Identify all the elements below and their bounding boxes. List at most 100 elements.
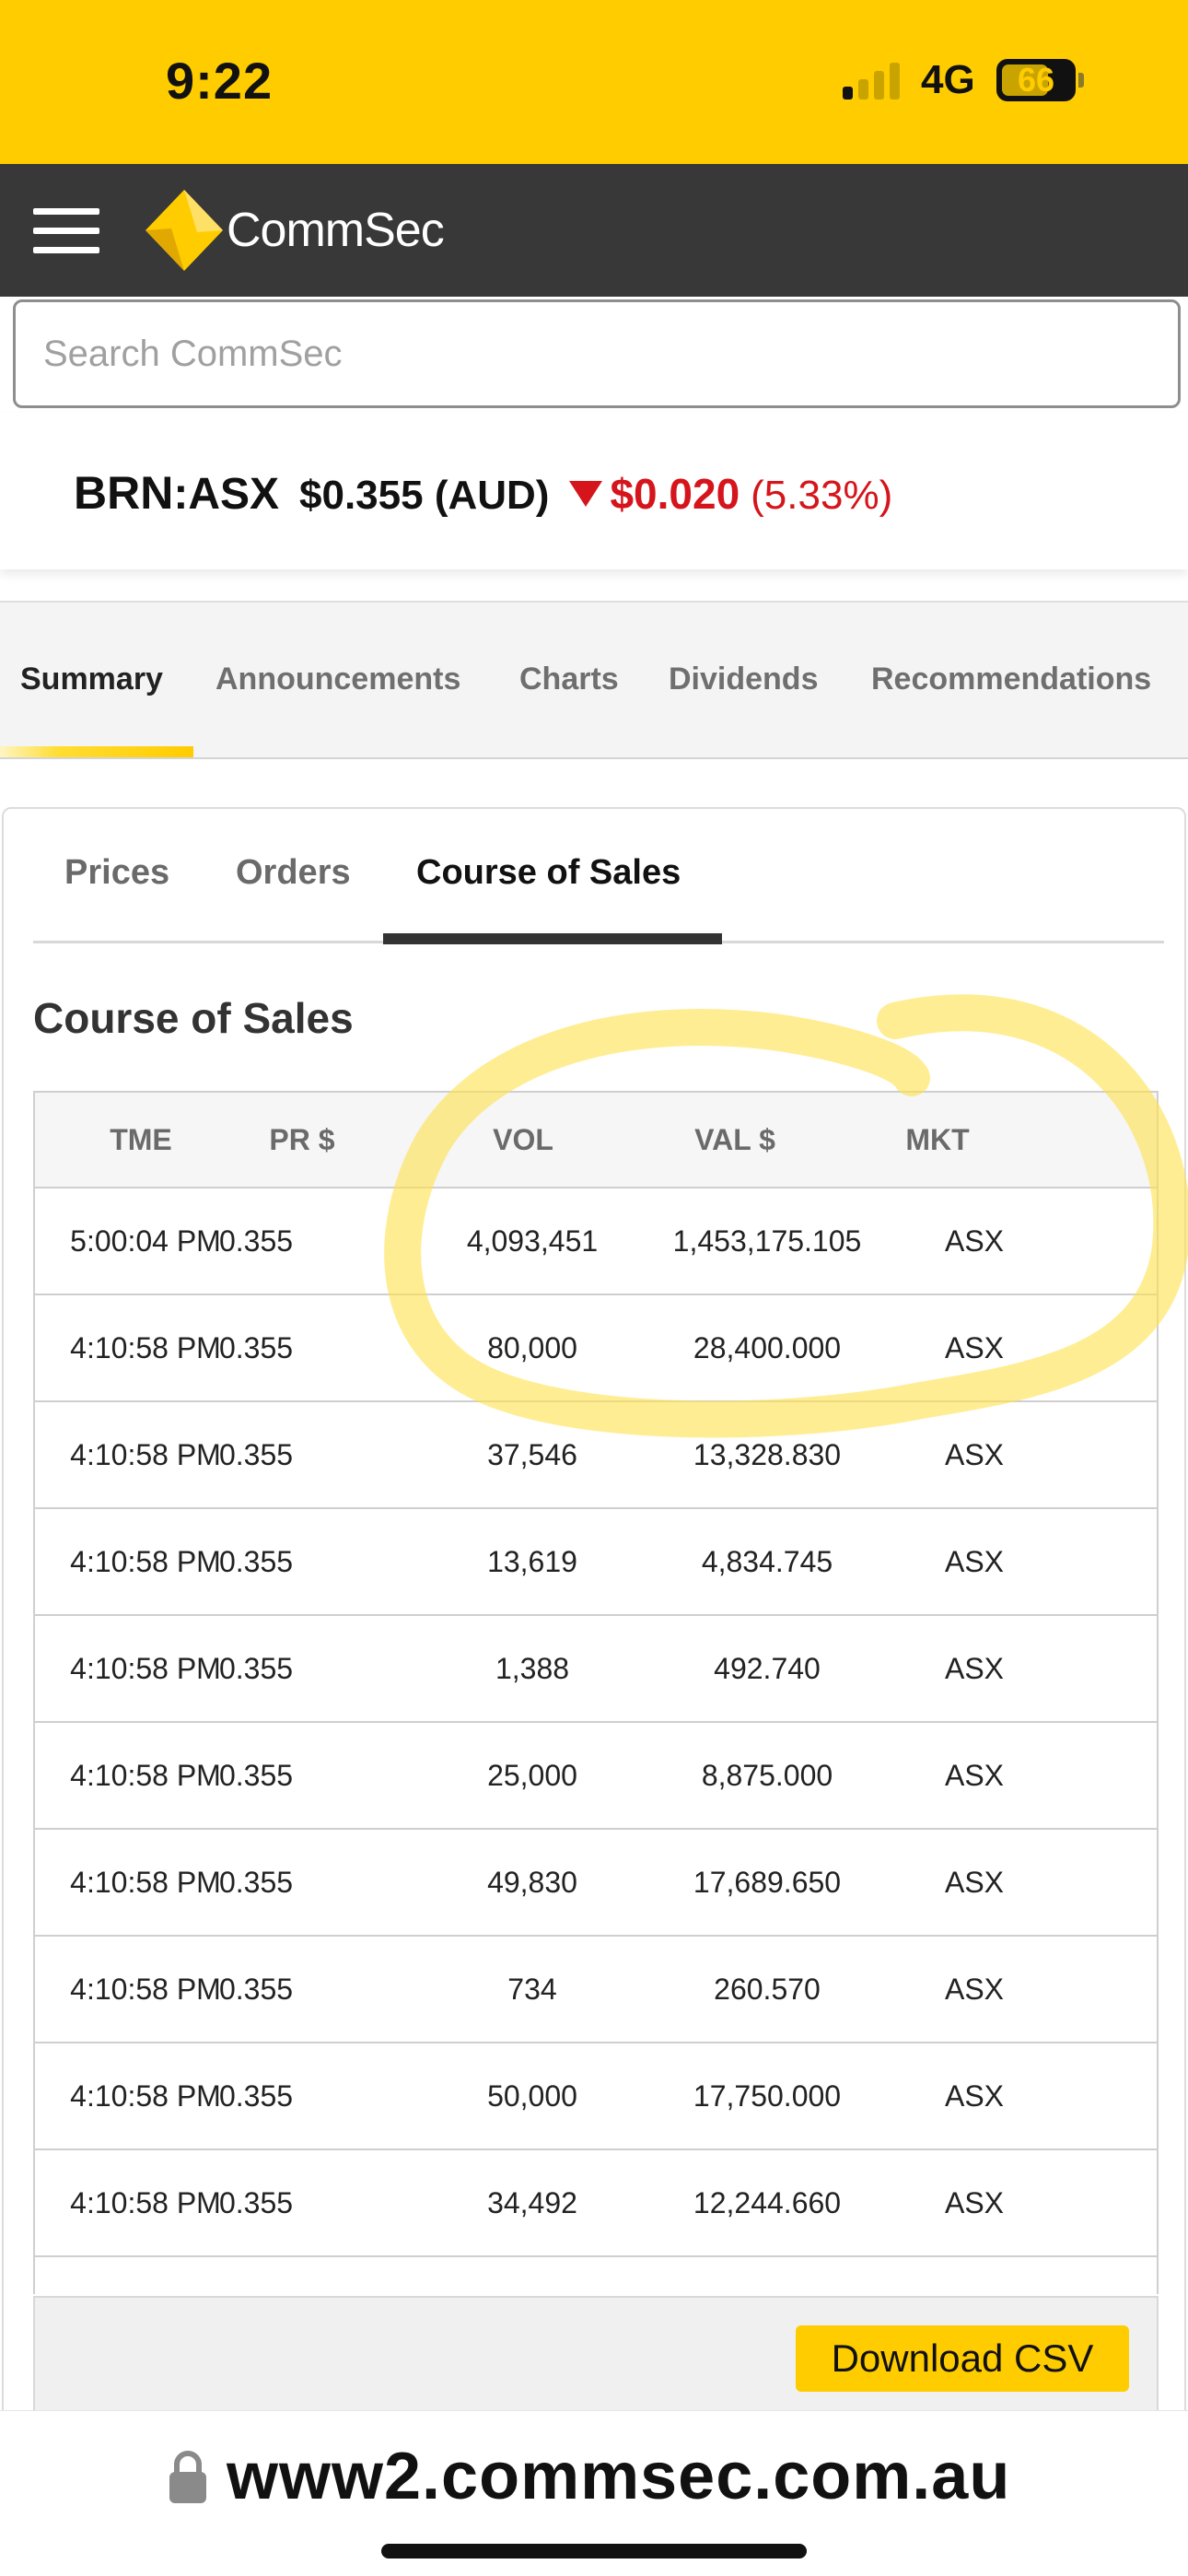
cell-price: 0.355 — [218, 1866, 294, 1899]
cell-market: ASX — [944, 1331, 1005, 1364]
column-header-market[interactable]: MKT — [905, 1123, 970, 1156]
cell-time: 5:00:04 PM — [70, 1224, 221, 1258]
menu-icon[interactable] — [33, 203, 99, 258]
table-row[interactable]: 4:10:58 PM 0.355 1,388 492.740 ASX — [35, 1616, 1157, 1723]
cell-volume: 13,619 — [487, 1545, 577, 1578]
table-row[interactable]: 4:10:58 PM 0.355 50,000 17,750.000 ASX — [35, 2043, 1157, 2150]
tab-prices[interactable]: Prices — [64, 853, 170, 892]
cell-price: 0.355 — [218, 1331, 294, 1364]
stock-price: $0.355 (AUD) — [299, 473, 550, 518]
cell-time: 4:10:58 PM — [70, 1331, 221, 1364]
cell-price: 0.355 — [218, 1438, 294, 1471]
table-row-partial — [35, 2257, 1157, 2294]
tab-orders[interactable]: Orders — [236, 853, 351, 892]
home-indicator[interactable] — [381, 2544, 807, 2558]
table-row[interactable]: 5:00:04 PM 0.355 4,093,451 1,453,175.105 ASX — [35, 1188, 1157, 1295]
active-subtab-indicator — [383, 933, 722, 944]
cell-value: 17,689.650 — [693, 1866, 842, 1899]
cell-time: 4:10:58 PM — [70, 1438, 221, 1471]
column-header-volume[interactable]: VOL — [493, 1123, 553, 1156]
cell-price: 0.355 — [218, 1652, 294, 1685]
cell-value: 4,834.745 — [701, 1545, 833, 1578]
cell-market: ASX — [944, 2186, 1005, 2219]
stock-symbol: BRN — [74, 467, 174, 519]
table-row[interactable]: 4:10:58 PM 0.355 13,619 4,834.745 ASX — [35, 1509, 1157, 1616]
section-title: Course of Sales — [33, 994, 354, 1042]
cell-time: 4:10:58 PM — [70, 1759, 221, 1792]
cell-volume: 4,093,451 — [466, 1224, 599, 1258]
download-csv-button[interactable]: Download CSV — [796, 2325, 1129, 2392]
cell-time: 4:10:58 PM — [70, 1545, 221, 1578]
cell-market: ASX — [944, 1973, 1005, 2006]
column-header-time[interactable]: TME — [110, 1123, 172, 1156]
cell-value: 8,875.000 — [701, 1759, 833, 1792]
cell-market: ASX — [944, 1759, 1005, 1792]
cell-value: 1,453,175.105 — [672, 1224, 862, 1258]
cell-volume: 1,388 — [495, 1652, 570, 1685]
cell-price: 0.355 — [218, 2079, 294, 2113]
cell-price: 0.355 — [218, 1545, 294, 1578]
active-tab-indicator — [0, 746, 193, 757]
cellular-signal-icon — [843, 59, 907, 100]
cell-market: ASX — [944, 2079, 1005, 2113]
cell-price: 0.355 — [218, 1759, 294, 1792]
table-row[interactable]: 4:10:58 PM 0.355 49,830 17,689.650 ASX — [35, 1830, 1157, 1937]
cell-volume: 734 — [507, 1973, 557, 2006]
status-time: 9:22 — [166, 52, 274, 110]
sub-tabs: Prices Orders Course of Sales — [33, 809, 1164, 944]
browser-url-bar[interactable]: www2.commsec.com.au — [0, 2410, 1188, 2576]
app-header: CommSec — [0, 164, 1188, 297]
stock-quote: BRN:ASX $0.355 (AUD) $0.020 (5.33%) — [0, 413, 1188, 569]
tab-summary[interactable]: Summary — [20, 662, 163, 697]
tab-dividends[interactable]: Dividends — [669, 662, 819, 697]
cell-time: 4:10:58 PM — [70, 1652, 221, 1685]
cell-time: 4:10:58 PM — [70, 1866, 221, 1899]
status-bar: 9:22 4G 66 — [0, 0, 1188, 164]
table-row[interactable]: 4:10:58 PM 0.355 34,492 12,244.660 ASX — [35, 2150, 1157, 2257]
table-row[interactable]: 4:10:58 PM 0.355 37,546 13,328.830 ASX — [35, 1402, 1157, 1509]
table-row[interactable]: 4:10:58 PM 0.355 734 260.570 ASX — [35, 1937, 1157, 2043]
cell-volume: 34,492 — [487, 2186, 577, 2219]
commsec-logo[interactable] — [138, 184, 230, 276]
table-row[interactable]: 4:10:58 PM 0.355 25,000 8,875.000 ASX — [35, 1723, 1157, 1830]
cell-market: ASX — [944, 1438, 1005, 1471]
cell-value: 13,328.830 — [693, 1438, 842, 1471]
search-field[interactable] — [13, 299, 1181, 408]
tab-charts[interactable]: Charts — [519, 662, 619, 697]
cell-market: ASX — [944, 1652, 1005, 1685]
tab-recommendations[interactable]: Recommendations — [871, 662, 1152, 697]
brand-name[interactable]: CommSec — [227, 204, 445, 257]
cell-value: 12,244.660 — [693, 2186, 842, 2219]
search-input[interactable] — [16, 302, 1178, 405]
tab-announcements[interactable]: Announcements — [215, 662, 461, 697]
cell-value: 492.740 — [714, 1652, 821, 1685]
column-header-value[interactable]: VAL $ — [694, 1123, 775, 1156]
table-footer: Download CSV — [33, 2296, 1159, 2425]
battery-level: 66 — [1017, 61, 1055, 99]
cell-market: ASX — [944, 1224, 1005, 1258]
cell-market: ASX — [944, 1545, 1005, 1578]
price-change: $0.020 — [610, 470, 740, 518]
cell-price: 0.355 — [218, 2186, 294, 2219]
cell-price: 0.355 — [218, 1224, 294, 1258]
course-of-sales-card: Prices Orders Course of Sales Course of … — [2, 807, 1186, 2576]
network-type: 4G — [921, 57, 975, 102]
stock-exchange: :ASX — [173, 470, 280, 519]
down-arrow-icon — [569, 481, 603, 507]
table-header: TME PR $ VOL VAL $ MKT — [35, 1093, 1157, 1188]
url-text[interactable]: www2.commsec.com.au — [227, 2440, 1011, 2513]
cell-time: 4:10:58 PM — [70, 1973, 221, 2006]
battery-icon: 66 — [996, 59, 1076, 101]
main-tabs: Summary Announcements Charts Dividends R… — [0, 601, 1188, 759]
cell-value: 28,400.000 — [693, 1331, 842, 1364]
column-header-price[interactable]: PR $ — [269, 1123, 335, 1156]
tab-course-of-sales[interactable]: Course of Sales — [416, 853, 681, 892]
cell-volume: 25,000 — [487, 1759, 577, 1792]
cell-volume: 49,830 — [487, 1866, 577, 1899]
table-row[interactable]: 4:10:58 PM 0.355 80,000 28,400.000 ASX — [35, 1295, 1157, 1402]
course-of-sales-table: TME PR $ VOL VAL $ MKT 5:00:04 PM 0.355 4,… — [33, 1091, 1159, 2294]
cell-volume: 37,546 — [487, 1438, 577, 1471]
cell-value: 17,750.000 — [693, 2079, 842, 2113]
cell-market: ASX — [944, 1866, 1005, 1899]
lock-icon — [169, 2451, 206, 2503]
